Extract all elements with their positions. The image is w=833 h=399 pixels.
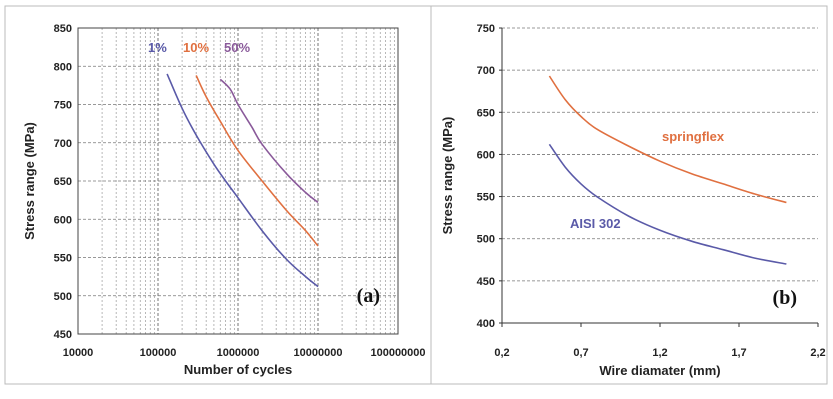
- x-axis-label: Number of cycles: [184, 362, 292, 377]
- x-axis-label: Wire diamater (mm): [599, 363, 720, 378]
- x-tick-label: 10000000: [294, 347, 343, 359]
- y-tick-label: 450: [54, 329, 72, 341]
- y-tick-label: 500: [54, 291, 72, 303]
- y-tick-label: 450: [477, 276, 495, 288]
- x-tick-label: 2,2: [810, 347, 825, 359]
- x-tick-label: 1,7: [731, 347, 746, 359]
- chart-panel-b: 400 450 500 550 600 650 700 750 0,2 0,7 1,2 1,7 2,2 W…: [440, 23, 826, 378]
- y-axis-label: Stress range (MPa): [440, 117, 455, 235]
- series-line-aisi-302: [548, 143, 787, 265]
- y-tick-label: 650: [54, 176, 72, 188]
- series-line-springflex: [548, 75, 787, 204]
- y-tick-label: 500: [477, 234, 495, 246]
- y-tick-label: 700: [477, 65, 495, 77]
- y-tick-label: 650: [477, 107, 495, 119]
- chart-panel-a: 450 500 550 600 650 700 750 800 850 10000 100000 10…: [22, 23, 426, 377]
- series-label-50pct: 50%: [224, 40, 250, 55]
- panel-label-b: (b): [773, 287, 797, 309]
- panel-label-a: (a): [357, 285, 380, 307]
- y-tick-label: 550: [477, 192, 495, 204]
- y-tick-label: 700: [54, 138, 72, 150]
- y-tick-label: 750: [54, 100, 72, 112]
- x-tick-label: 100000000: [370, 347, 425, 359]
- y-tick-label: 850: [54, 23, 72, 35]
- series-label-aisi-302: AISI 302: [570, 216, 621, 231]
- y-tick-label: 600: [54, 214, 72, 226]
- x-tick-label: 0,7: [573, 347, 588, 359]
- x-tick-label: 1,2: [652, 347, 667, 359]
- y-tick-label: 800: [54, 61, 72, 73]
- x-tick-label: 100000: [140, 347, 177, 359]
- y-tick-label: 600: [477, 149, 495, 161]
- x-tick-label: 10000: [63, 347, 94, 359]
- series-label-10pct: 10%: [183, 40, 209, 55]
- series-label-1pct: 1%: [148, 40, 167, 55]
- x-tick-label: 0,2: [494, 347, 509, 359]
- y-tick-label: 550: [54, 253, 72, 265]
- series-line-1pct: [166, 73, 319, 288]
- series-line-10pct: [195, 75, 319, 247]
- y-tick-label: 750: [477, 23, 495, 35]
- x-tick-label: 1000000: [217, 347, 260, 359]
- y-tick-label: 400: [477, 318, 495, 330]
- y-axis-label: Stress range (MPa): [22, 122, 37, 240]
- plot-border-a: [77, 27, 399, 335]
- series-line-50pct: [219, 78, 319, 204]
- series-label-springflex: springflex: [662, 129, 725, 144]
